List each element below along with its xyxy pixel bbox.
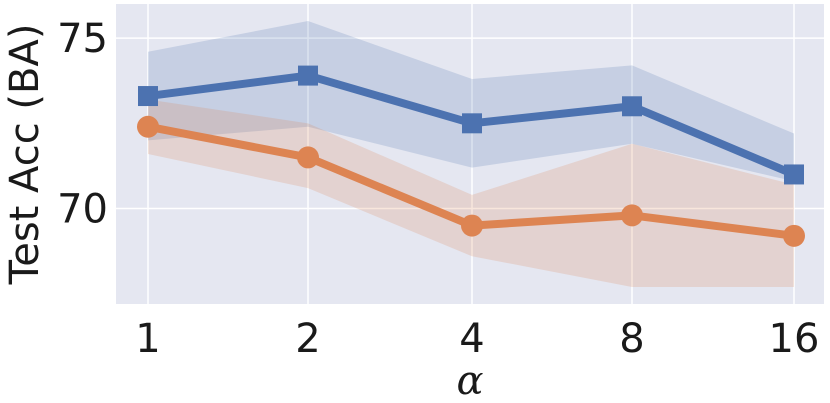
data-point-s1-8 (621, 204, 643, 227)
data-point-s0-1 (138, 86, 158, 107)
y-tick-label-75: 75 (57, 16, 108, 62)
x-tick-label-16: 16 (769, 316, 820, 362)
data-point-s1-16 (783, 224, 805, 247)
data-point-s0-8 (622, 96, 642, 117)
y-tick-label-70: 70 (57, 187, 108, 233)
series-markers (137, 65, 805, 247)
x-tick-labels: 1 2 4 8 16 (135, 316, 819, 362)
x-tick-label-2: 2 (295, 316, 320, 362)
data-point-s1-4 (461, 214, 483, 237)
confidence-band-1 (148, 99, 794, 287)
confidence-band-0 (148, 21, 794, 182)
x-tick-label-8: 8 (619, 316, 644, 362)
data-point-s1-2 (297, 146, 319, 169)
y-tick-labels: 70 75 (57, 16, 108, 232)
data-point-s0-2 (298, 65, 318, 86)
y-axis-label: Test Acc (BA) (2, 24, 48, 286)
data-point-s1-1 (137, 115, 159, 138)
x-tick-label-1: 1 (135, 316, 160, 362)
x-axis-label: α (456, 358, 483, 403)
data-point-s0-16 (784, 164, 804, 185)
data-point-s0-4 (462, 113, 482, 134)
confidence-bands (148, 21, 794, 287)
x-tick-label-4: 4 (459, 316, 484, 362)
plot-background (116, 4, 824, 304)
